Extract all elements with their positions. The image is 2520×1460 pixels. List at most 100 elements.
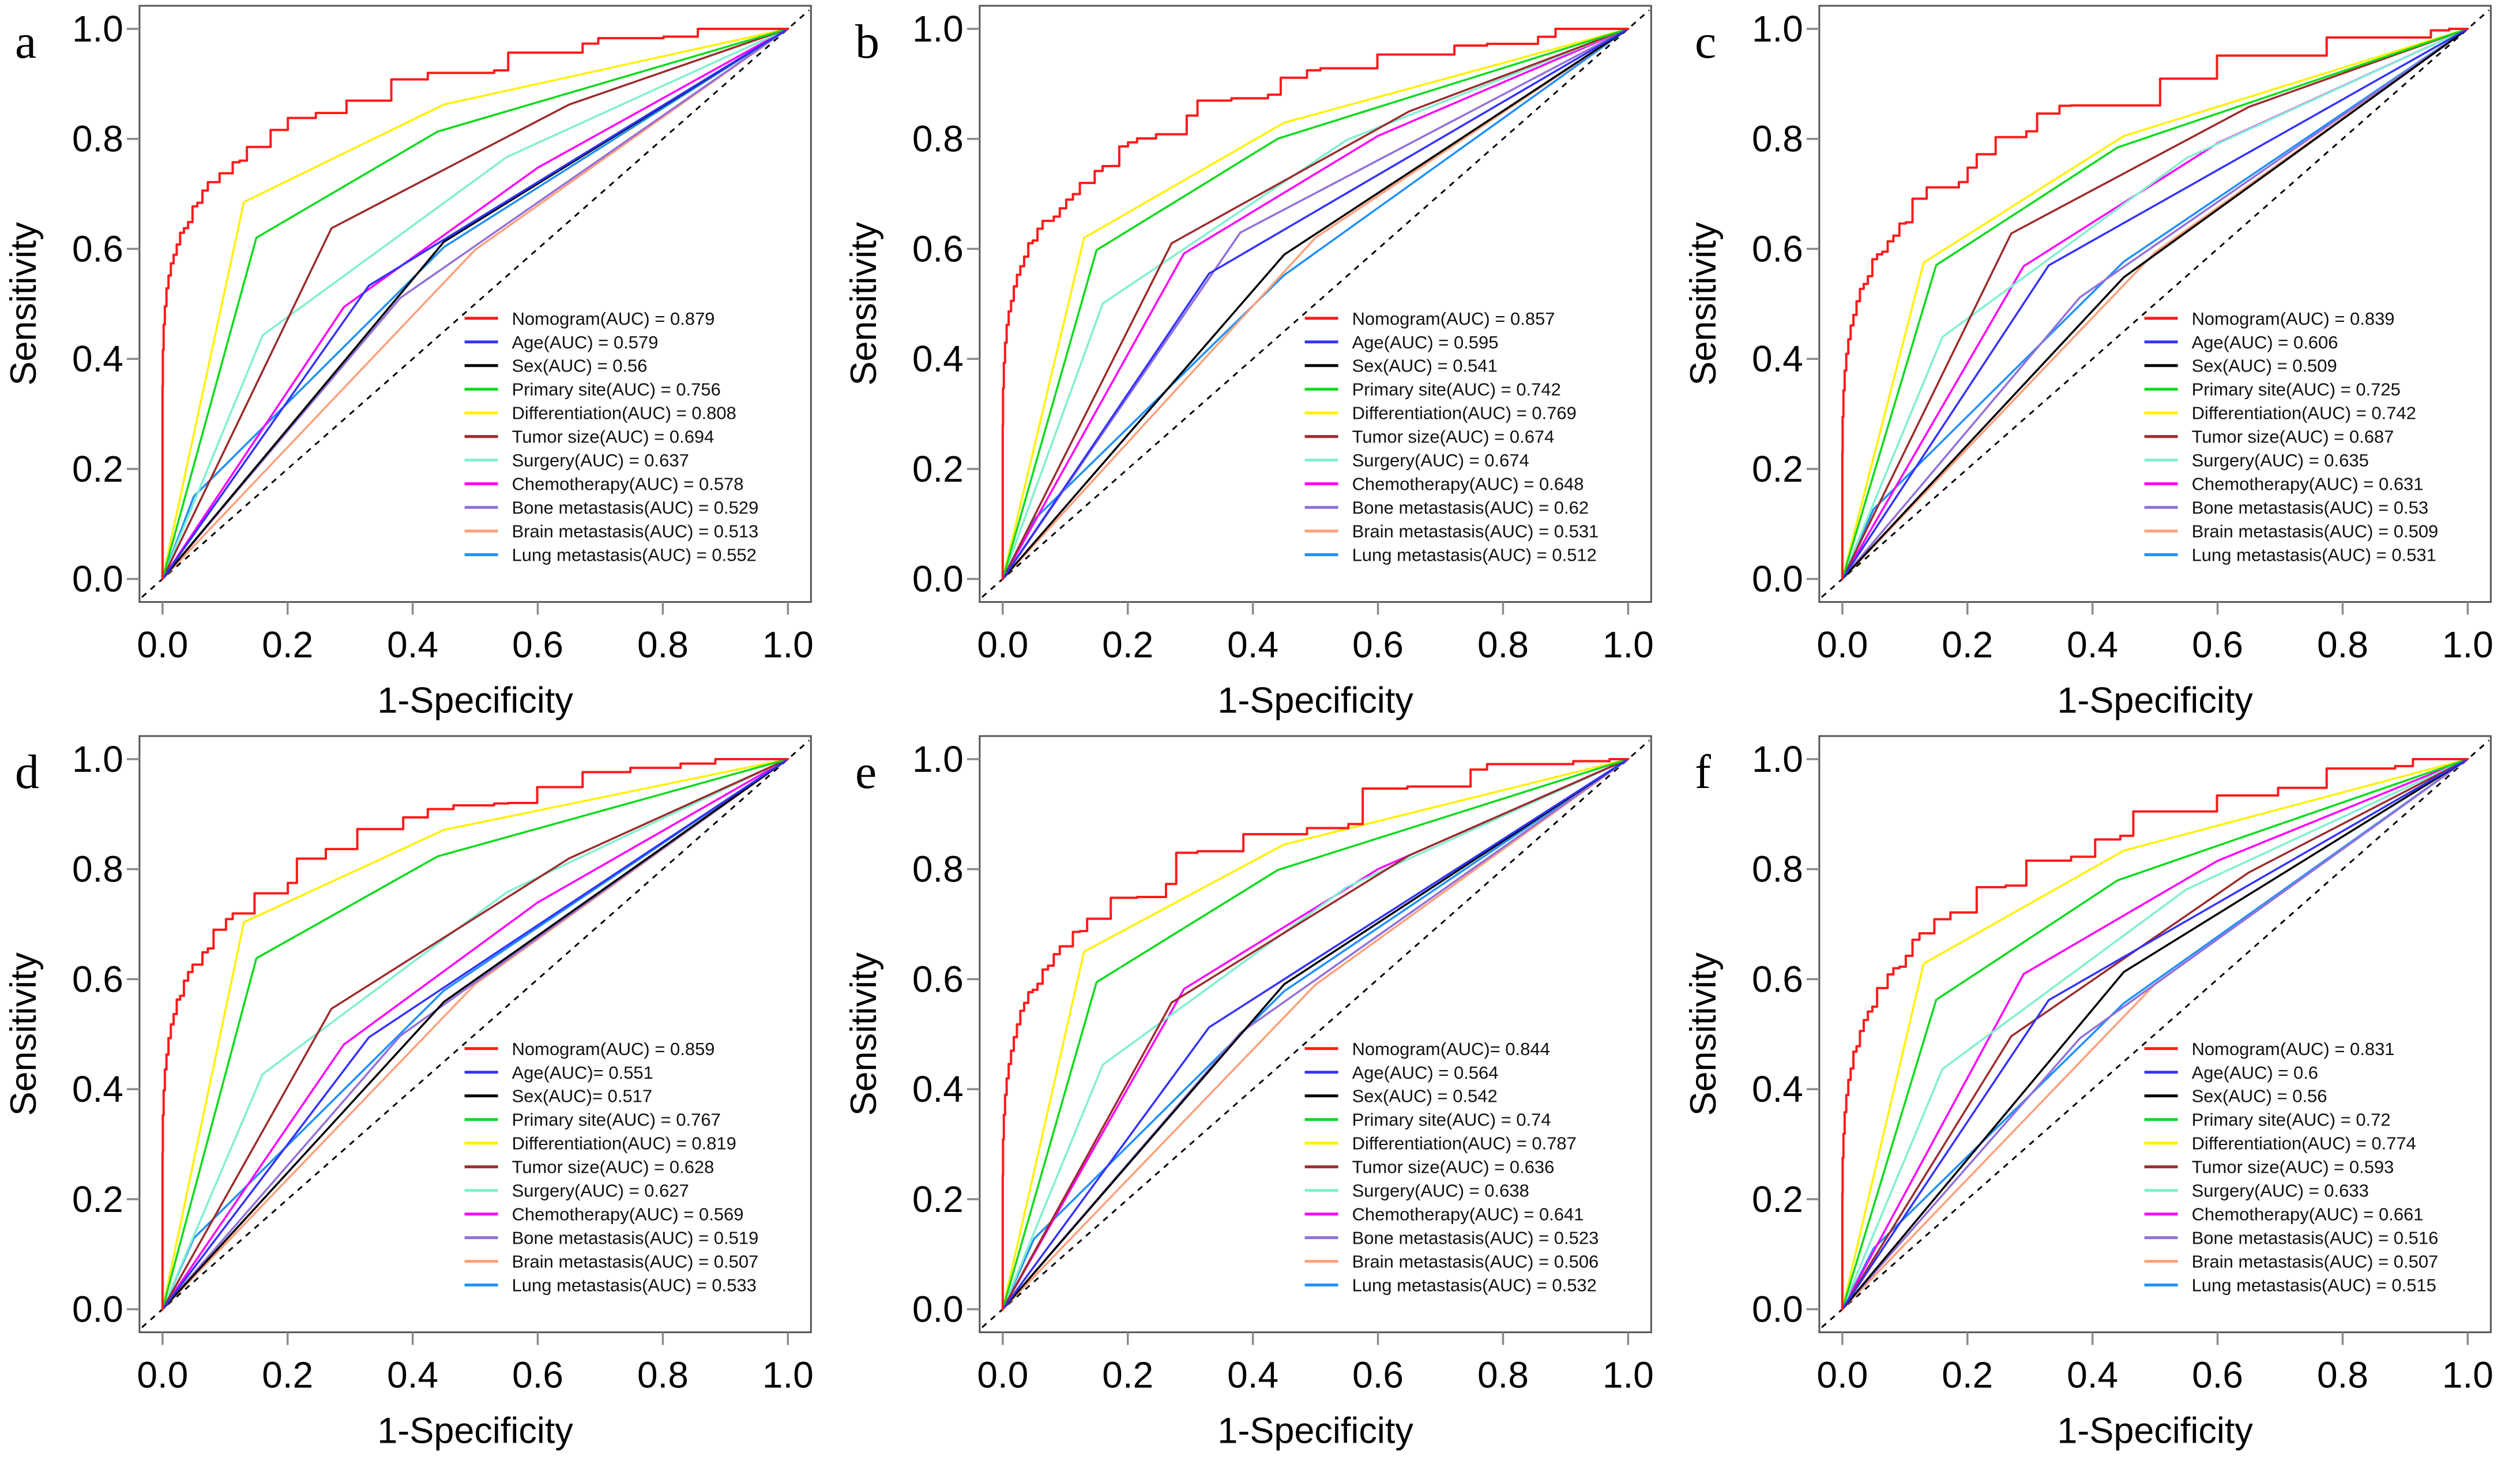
legend-label-age: Age(AUC) = 0.595 (1352, 332, 1498, 352)
legend-item-nomogram: Nomogram(AUC) = 0.831 (2145, 1038, 2395, 1059)
curve-chemotherapy (161, 28, 789, 580)
y-tick-label: 0.6 (1752, 958, 1803, 1000)
legend-item-surgery: Surgery(AUC) = 0.638 (1304, 1180, 1529, 1200)
x-tick-label: 0.2 (262, 1354, 313, 1395)
y-axis-title: Sensitivity (1683, 222, 1724, 386)
legend-item-brain-metastasis: Brain metastasis(AUC) = 0.507 (464, 1251, 758, 1271)
legend-label-chemotherapy: Chemotherapy(AUC) = 0.648 (1352, 474, 1584, 494)
legend-item-tumor-size: Tumor size(AUC) = 0.674 (1304, 427, 1554, 447)
legend-label-differentiation: Differentiation(AUC) = 0.742 (2192, 403, 2416, 423)
curve-age (161, 757, 789, 1310)
y-tick-label: 1.0 (912, 738, 964, 779)
x-tick-label: 0.6 (1352, 1354, 1404, 1395)
legend-item-nomogram: Nomogram(AUC) = 0.879 (464, 309, 715, 329)
y-tick-label: 0.6 (1752, 228, 1803, 269)
curve-tumor-size (1841, 28, 2469, 580)
x-tick-label: 1.0 (1603, 1354, 1654, 1395)
x-axis-title: 1-Specificity (377, 681, 573, 721)
panel-letter-d: d (15, 745, 39, 798)
legend-item-bone-metastasis: Bone metastasis(AUC) = 0.516 (2145, 1228, 2439, 1248)
curve-differentiation (1841, 757, 2469, 1310)
legend-label-tumor-size: Tumor size(AUC) = 0.593 (2192, 1157, 2394, 1177)
curve-chemotherapy (1841, 757, 2469, 1310)
y-tick-label: 0.2 (72, 1178, 123, 1219)
curve-differentiation (1841, 28, 2469, 580)
curve-nomogram (1001, 27, 1630, 580)
legend-label-sex: Sex(AUC) = 0.542 (1352, 1086, 1497, 1106)
reference-diagonal (1821, 9, 2490, 598)
legend-item-tumor-size: Tumor size(AUC) = 0.694 (464, 427, 714, 447)
legend-item-age: Age(AUC) = 0.564 (1304, 1062, 1498, 1082)
reference-diagonal (981, 9, 1650, 598)
roc-panel-c: c 0.0 0.2 0.4 0.6 0.8 1.0 0.0 0.2 0.4 0.6 0.8 1.0 1-S… (1680, 0, 2519, 730)
legend-label-surgery: Surgery(AUC) = 0.637 (512, 451, 689, 471)
curve-brain-metastasis (161, 28, 789, 580)
curve-sex (1001, 757, 1629, 1310)
legend-label-primary-site: Primary site(AUC) = 0.74 (1352, 1109, 1551, 1129)
legend-item-differentiation: Differentiation(AUC) = 0.774 (2145, 1133, 2416, 1153)
legend-label-brain-metastasis: Brain metastasis(AUC) = 0.531 (1352, 521, 1598, 542)
legend-label-differentiation: Differentiation(AUC) = 0.819 (512, 1133, 736, 1153)
panel-letter-f: f (1695, 745, 1711, 798)
legend-item-primary-site: Primary site(AUC) = 0.767 (464, 1109, 721, 1129)
legend-item-surgery: Surgery(AUC) = 0.637 (464, 451, 689, 471)
x-tick-label: 0.0 (977, 1354, 1028, 1395)
curve-chemotherapy (1001, 28, 1629, 580)
legend-item-chemotherapy: Chemotherapy(AUC) = 0.648 (1304, 474, 1584, 494)
x-tick-label: 0.4 (1227, 1354, 1278, 1395)
curve-differentiation (1001, 757, 1629, 1310)
y-axis-title: Sensitivity (844, 952, 884, 1116)
legend-item-differentiation: Differentiation(AUC) = 0.787 (1304, 1133, 1577, 1153)
legend-label-bone-metastasis: Bone metastasis(AUC) = 0.519 (512, 1228, 759, 1248)
plot-box (138, 734, 812, 1333)
legend-item-chemotherapy: Chemotherapy(AUC) = 0.631 (2145, 474, 2424, 494)
curve-nomogram (1841, 757, 2469, 1311)
legend-label-primary-site: Primary site(AUC) = 0.725 (2192, 380, 2401, 400)
reference-diagonal (141, 9, 810, 598)
legend-item-brain-metastasis: Brain metastasis(AUC) = 0.509 (2145, 521, 2439, 542)
legend-label-sex: Sex(AUC) = 0.509 (2192, 356, 2337, 376)
legend-item-surgery: Surgery(AUC) = 0.674 (1304, 451, 1529, 471)
curve-tumor-size (161, 28, 789, 580)
y-tick-label: 1.0 (1752, 8, 1803, 50)
legend-label-chemotherapy: Chemotherapy(AUC) = 0.661 (2192, 1204, 2424, 1224)
legend-item-surgery: Surgery(AUC) = 0.635 (2145, 451, 2369, 471)
curve-surgery (1841, 28, 2469, 580)
curve-brain-metastasis (1001, 757, 1629, 1310)
legend-item-tumor-size: Tumor size(AUC) = 0.593 (2145, 1157, 2394, 1177)
legend-label-nomogram: Nomogram(AUC) = 0.879 (512, 309, 715, 329)
legend-label-brain-metastasis: Brain metastasis(AUC) = 0.506 (1352, 1251, 1598, 1271)
curve-nomogram (161, 757, 789, 1311)
curve-sex (1841, 757, 2469, 1310)
y-tick-label: 0.0 (72, 558, 123, 600)
y-tick-label: 0.0 (72, 1288, 123, 1330)
legend-label-chemotherapy: Chemotherapy(AUC) = 0.631 (2192, 474, 2424, 494)
legend-label-chemotherapy: Chemotherapy(AUC) = 0.641 (1352, 1204, 1584, 1224)
curve-age (1841, 757, 2469, 1310)
curve-differentiation (161, 28, 789, 580)
curve-age (1841, 28, 2469, 580)
y-tick-label: 0.4 (1752, 338, 1803, 380)
legend-item-nomogram: Nomogram(AUC) = 0.839 (2145, 309, 2395, 329)
legend-item-primary-site: Primary site(AUC) = 0.756 (464, 380, 721, 400)
legend-item-surgery: Surgery(AUC) = 0.633 (2145, 1180, 2369, 1200)
plot-box (1818, 734, 2492, 1333)
y-tick-label: 0.0 (912, 558, 964, 600)
legend-label-surgery: Surgery(AUC) = 0.638 (1352, 1180, 1529, 1200)
legend-label-lung-metastasis: Lung metastasis(AUC) = 0.533 (512, 1275, 757, 1295)
legend-label-tumor-size: Tumor size(AUC) = 0.687 (2192, 427, 2394, 447)
roc-plot-e: e 0.0 0.2 0.4 0.6 0.8 1.0 0.0 0.2 0.4 0.6 0.8 1.0 1-S… (844, 734, 1654, 1451)
legend-label-bone-metastasis: Bone metastasis(AUC) = 0.529 (512, 498, 759, 518)
x-tick-label: 0.8 (637, 624, 689, 666)
legend-label-bone-metastasis: Bone metastasis(AUC) = 0.62 (1352, 498, 1589, 518)
curve-sex (1001, 28, 1629, 580)
curve-primary-site (1841, 28, 2469, 580)
x-axis-title: 1-Specificity (1217, 1410, 1413, 1451)
x-tick-label: 0.2 (1942, 624, 1994, 666)
legend-item-bone-metastasis: Bone metastasis(AUC) = 0.53 (2145, 498, 2428, 518)
legend-item-tumor-size: Tumor size(AUC) = 0.628 (464, 1157, 714, 1177)
legend-item-primary-site: Primary site(AUC) = 0.742 (1304, 380, 1561, 400)
legend-item-sex: Sex(AUC)= 0.517 (464, 1086, 652, 1106)
y-tick-label: 1.0 (72, 738, 123, 779)
